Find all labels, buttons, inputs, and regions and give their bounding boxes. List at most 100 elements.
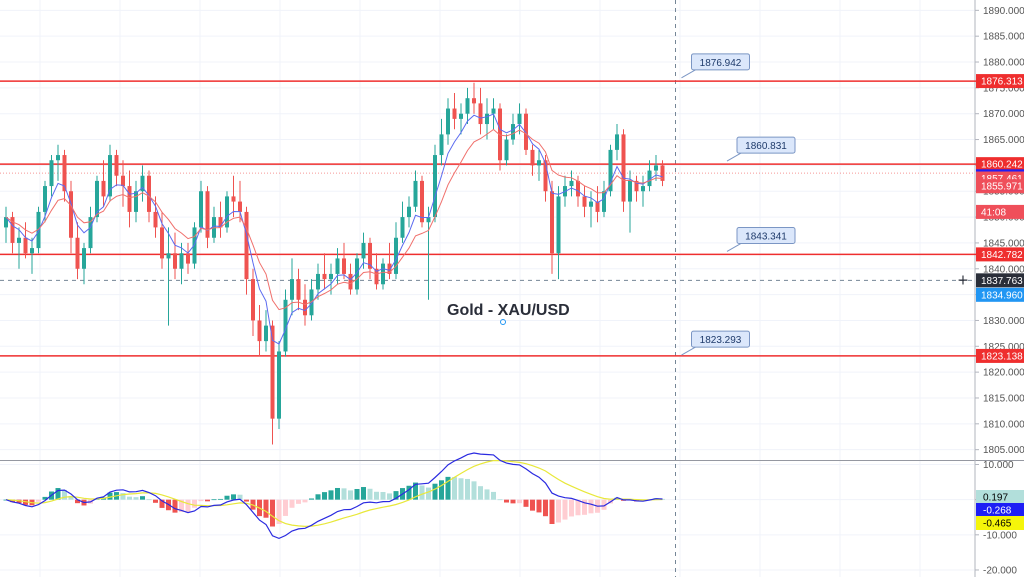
candle-body xyxy=(147,175,151,212)
level-price-label: 1842.782 xyxy=(981,250,1023,261)
candle-body xyxy=(407,206,411,218)
candle-body xyxy=(556,196,561,254)
macd-histogram-bar xyxy=(510,499,516,504)
macd-histogram-bar xyxy=(640,499,646,502)
candle-body xyxy=(173,253,177,269)
macd-value-label: -0.268 xyxy=(983,506,1012,517)
candle-body xyxy=(472,98,476,104)
price-axis: 1805.000 1810.000 1815.000 1820.000 1825.000… xyxy=(975,6,1024,576)
candle-body xyxy=(4,217,8,228)
candle-body xyxy=(654,165,658,171)
macd-histogram-bar xyxy=(387,493,392,500)
macd-histogram-bar xyxy=(517,499,522,504)
level-price-tag xyxy=(976,74,1024,89)
macd-histogram-bar xyxy=(55,488,61,500)
candle-body xyxy=(439,134,444,156)
candle-body xyxy=(348,273,353,290)
candle-body xyxy=(602,191,606,212)
macd-histogram-bar xyxy=(75,499,80,504)
macd-histogram-bar xyxy=(296,499,301,504)
macd-histogram-bar xyxy=(367,488,373,500)
price-tick-label: 1890.000 xyxy=(983,6,1024,17)
macd-histogram-bar xyxy=(419,485,425,500)
moving-average-line xyxy=(5,113,663,345)
candle-body xyxy=(264,325,268,342)
candle-body xyxy=(595,201,600,212)
candle-body xyxy=(355,258,359,290)
macd-histogram-bar xyxy=(133,497,139,500)
candle-body xyxy=(49,160,54,187)
macd-histogram-bar xyxy=(575,499,581,516)
price-tag-label: 1855.971 xyxy=(981,182,1023,193)
candle-body xyxy=(634,180,639,192)
macd-value-tag xyxy=(976,516,1024,530)
price-tick-label: 1825.000 xyxy=(983,342,1024,353)
macd-histogram-bar xyxy=(432,483,438,500)
candle-body xyxy=(82,248,86,269)
price-tick-label: 1845.000 xyxy=(983,238,1024,249)
candle-body xyxy=(576,180,580,197)
level-price-label: 1860.242 xyxy=(981,160,1023,171)
price-tick-label: 1865.000 xyxy=(983,135,1024,146)
macd-histogram-bar xyxy=(302,499,308,503)
candle-body xyxy=(192,227,197,264)
macd-histogram-bar xyxy=(530,499,535,511)
candle-body xyxy=(69,191,73,238)
candle-body xyxy=(283,299,288,352)
candle-body xyxy=(140,175,145,192)
candle-body xyxy=(218,217,223,228)
macd-histogram-bar xyxy=(315,494,321,500)
price-tick-label: 1870.000 xyxy=(983,109,1024,120)
candle-body xyxy=(270,325,275,419)
candle-body xyxy=(225,196,229,228)
price-tag-label: 1834.960 xyxy=(981,290,1023,301)
candle-body xyxy=(186,253,190,264)
macd-histogram-bar xyxy=(140,496,145,500)
price-tick-label: 1820.000 xyxy=(983,368,1024,379)
macd-histogram-bar xyxy=(536,499,542,513)
macd-histogram-bar xyxy=(471,481,477,500)
level-price-label: 1876.313 xyxy=(981,77,1023,88)
price-tick-label: 1805.000 xyxy=(983,445,1024,456)
macd-histogram-bar xyxy=(185,499,191,512)
macd-value-tag xyxy=(976,490,1024,504)
macd-histogram-bar xyxy=(159,499,165,508)
candle-body xyxy=(108,155,112,197)
macd-histogram-bar xyxy=(543,499,548,517)
macd-histogram-bar xyxy=(198,499,204,502)
macd-histogram-bar xyxy=(549,499,555,524)
candle-body xyxy=(342,258,346,274)
level-price-tag xyxy=(976,348,1024,363)
price-tick-label: 1840.000 xyxy=(983,264,1024,275)
candle-body xyxy=(452,108,457,119)
macd-histogram-bar xyxy=(16,499,22,504)
candle-body xyxy=(335,258,340,274)
candle-body xyxy=(374,268,379,285)
candle-body xyxy=(660,165,665,181)
macd-value-tag xyxy=(976,503,1024,517)
price-tick-label: 1830.000 xyxy=(983,316,1024,327)
candle-body xyxy=(329,273,333,280)
candle-body xyxy=(615,134,619,150)
macd-histogram-bar xyxy=(309,498,314,500)
candle-body xyxy=(504,139,509,161)
price-tick-label: 1810.000 xyxy=(983,419,1024,430)
candle-body xyxy=(205,191,210,238)
candle-body xyxy=(641,186,645,192)
candle-body xyxy=(10,217,15,243)
candle-body xyxy=(244,211,249,280)
candle-body xyxy=(426,217,431,223)
candle-body xyxy=(316,273,320,290)
macd-histogram-bar xyxy=(569,499,574,517)
macd-histogram-bar xyxy=(413,482,418,500)
price-tag xyxy=(976,273,1024,288)
candle-body xyxy=(491,108,496,114)
macd-histogram-bar xyxy=(172,499,178,513)
price-tag xyxy=(976,287,1024,302)
candle-body xyxy=(17,237,21,243)
macd-histogram-bar xyxy=(458,478,464,500)
candle-body xyxy=(43,186,47,212)
macd-histogram-bar xyxy=(660,498,665,500)
callout-box xyxy=(691,53,750,71)
candle-body xyxy=(166,253,171,259)
